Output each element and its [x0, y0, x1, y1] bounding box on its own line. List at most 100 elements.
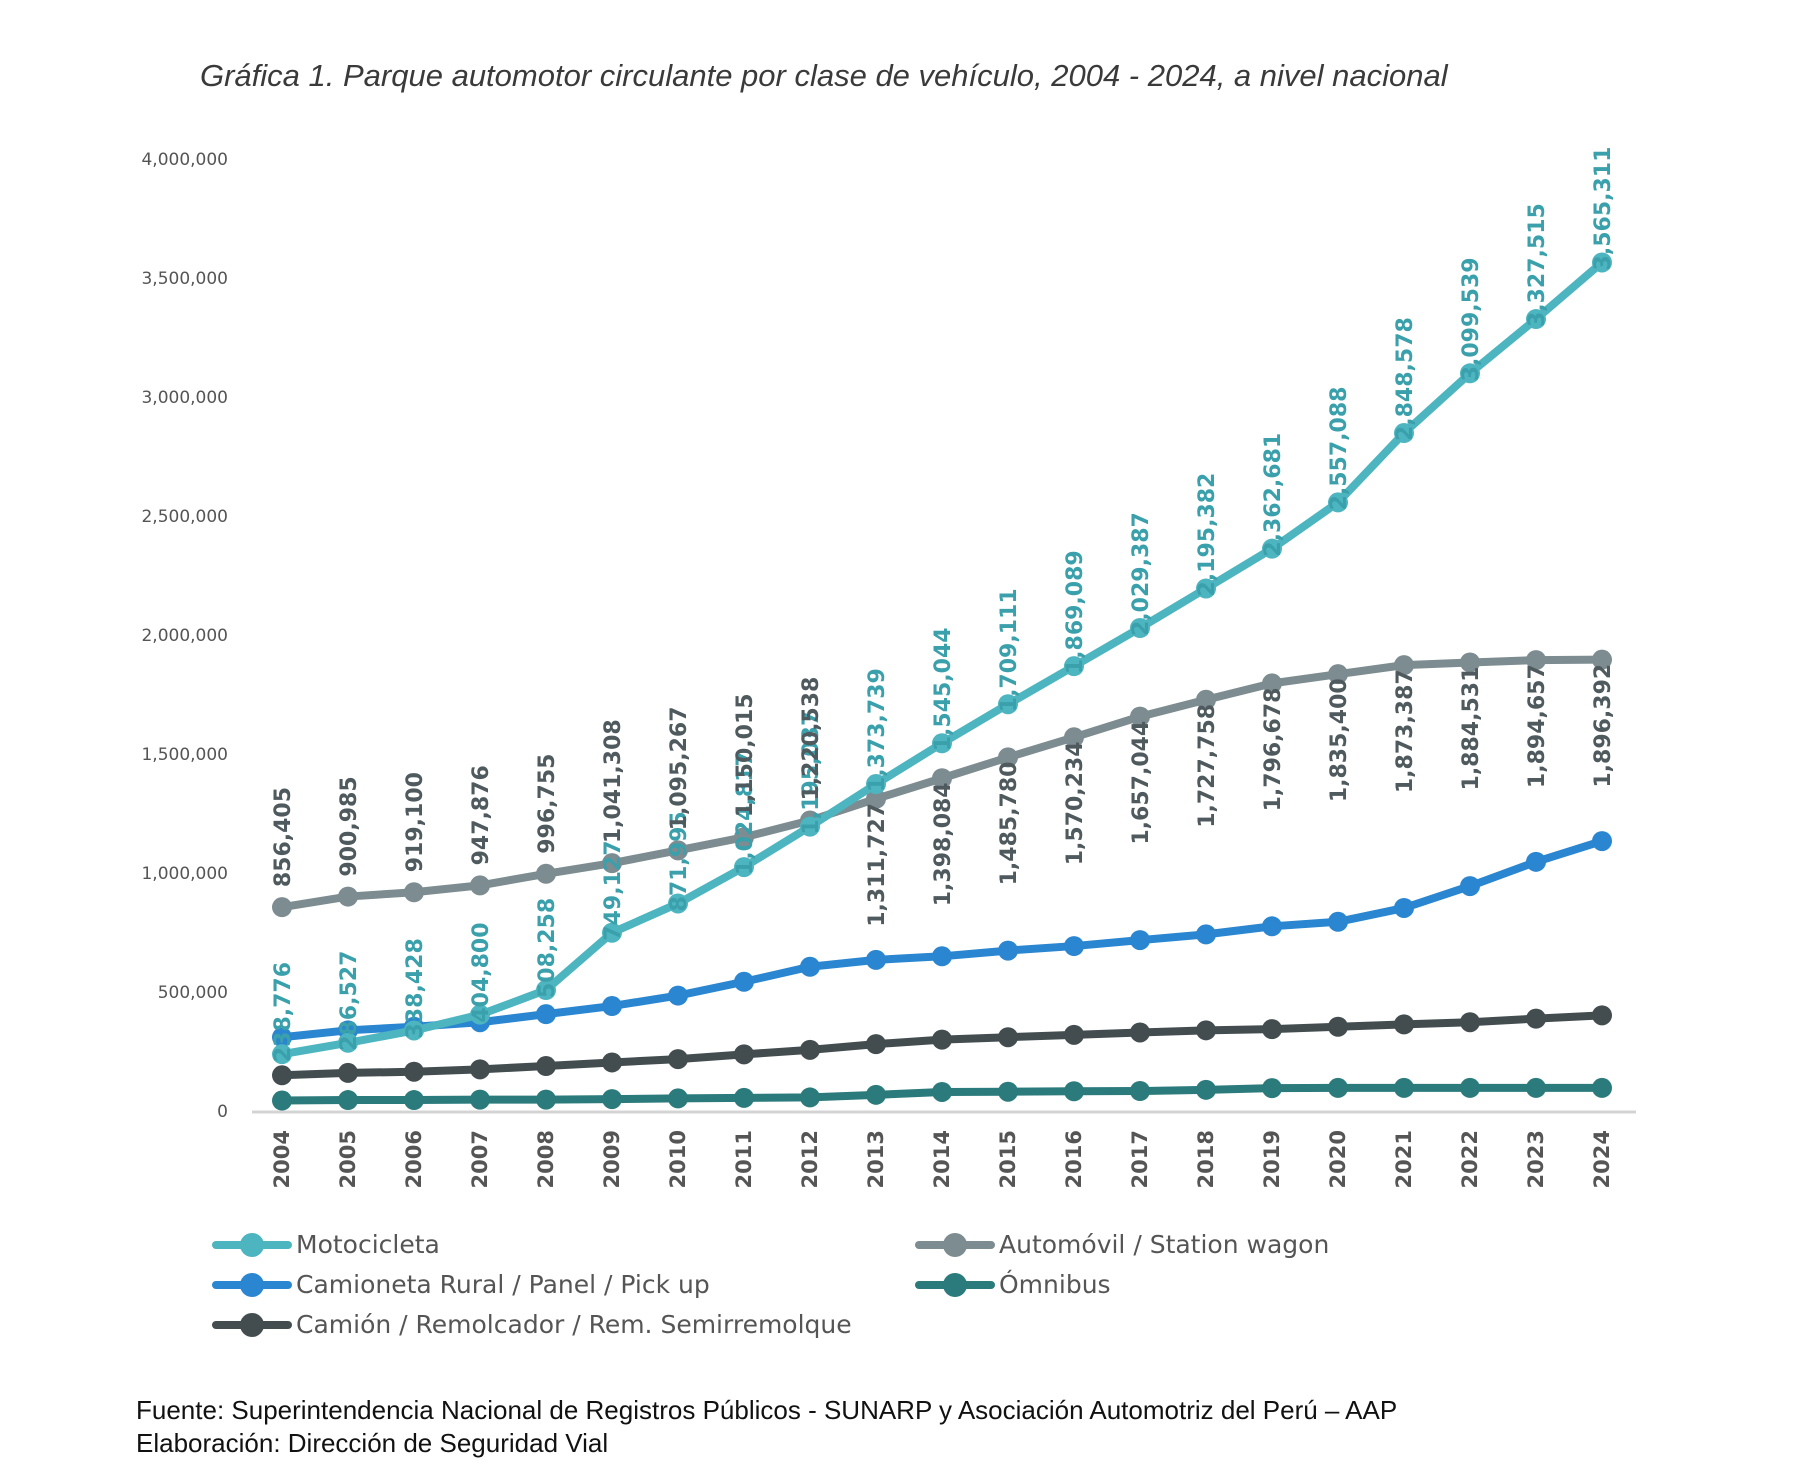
- data-point[interactable]: [866, 774, 886, 795]
- data-point[interactable]: [1394, 1077, 1414, 1098]
- data-point[interactable]: [932, 1029, 952, 1050]
- data-point[interactable]: [1526, 309, 1546, 330]
- data-point[interactable]: [1460, 363, 1480, 384]
- data-point[interactable]: [1460, 876, 1480, 897]
- data-point[interactable]: [1526, 1008, 1546, 1029]
- data-point[interactable]: [1526, 650, 1546, 671]
- data-point[interactable]: [470, 1089, 490, 1110]
- data-point[interactable]: [1196, 1079, 1216, 1100]
- data-point[interactable]: [602, 996, 622, 1017]
- data-point[interactable]: [602, 853, 622, 874]
- data-point[interactable]: [404, 1061, 424, 1082]
- data-point[interactable]: [1526, 1077, 1546, 1098]
- data-point[interactable]: [1592, 1005, 1612, 1026]
- data-point[interactable]: [668, 1088, 688, 1109]
- data-point[interactable]: [1262, 538, 1282, 559]
- data-point[interactable]: [272, 1090, 292, 1111]
- data-point[interactable]: [1196, 1020, 1216, 1041]
- data-point[interactable]: [404, 1090, 424, 1111]
- data-point[interactable]: [1460, 1077, 1480, 1098]
- data-point[interactable]: [998, 1081, 1018, 1102]
- data-point[interactable]: [1130, 930, 1150, 951]
- data-point[interactable]: [866, 949, 886, 970]
- data-point[interactable]: [1328, 1016, 1348, 1037]
- data-point[interactable]: [1592, 252, 1612, 273]
- data-point[interactable]: [1394, 897, 1414, 918]
- data-point[interactable]: [1460, 652, 1480, 673]
- data-point[interactable]: [1394, 1014, 1414, 1035]
- data-point[interactable]: [1460, 1012, 1480, 1033]
- data-point[interactable]: [338, 1090, 358, 1111]
- data-point[interactable]: [536, 1056, 556, 1077]
- data-point[interactable]: [338, 1062, 358, 1083]
- data-point[interactable]: [338, 1032, 358, 1053]
- data-point[interactable]: [1130, 706, 1150, 727]
- data-point[interactable]: [272, 1065, 292, 1086]
- data-point[interactable]: [470, 1059, 490, 1080]
- data-point[interactable]: [1394, 655, 1414, 676]
- data-point[interactable]: [1196, 689, 1216, 710]
- data-point[interactable]: [404, 882, 424, 903]
- data-point[interactable]: [1064, 1081, 1084, 1102]
- data-point[interactable]: [602, 1089, 622, 1110]
- data-point[interactable]: [932, 1081, 952, 1102]
- data-point[interactable]: [734, 1044, 754, 1065]
- data-point[interactable]: [1328, 911, 1348, 932]
- data-point[interactable]: [1130, 1081, 1150, 1102]
- data-point[interactable]: [800, 956, 820, 977]
- legend-item-camioneta[interactable]: Camioneta Rural / Panel / Pick up: [212, 1270, 710, 1299]
- data-point[interactable]: [998, 694, 1018, 715]
- data-point[interactable]: [536, 980, 556, 1001]
- data-point[interactable]: [932, 768, 952, 789]
- data-point[interactable]: [734, 857, 754, 878]
- data-point[interactable]: [1592, 649, 1612, 670]
- data-point[interactable]: [1328, 1077, 1348, 1098]
- data-point[interactable]: [998, 747, 1018, 768]
- data-point[interactable]: [338, 886, 358, 907]
- data-point[interactable]: [1394, 423, 1414, 444]
- data-point[interactable]: [1328, 664, 1348, 685]
- data-point[interactable]: [866, 788, 886, 809]
- data-point[interactable]: [1262, 673, 1282, 694]
- data-point[interactable]: [1262, 1019, 1282, 1040]
- data-point[interactable]: [734, 827, 754, 848]
- legend-item-omnibus[interactable]: Ómnibus: [915, 1270, 1111, 1299]
- data-point[interactable]: [1130, 1022, 1150, 1043]
- data-point[interactable]: [1262, 1078, 1282, 1099]
- data-point[interactable]: [404, 1020, 424, 1041]
- data-point[interactable]: [800, 1039, 820, 1060]
- legend-item-automovil[interactable]: Automóvil / Station wagon: [915, 1230, 1329, 1259]
- data-point[interactable]: [536, 1004, 556, 1025]
- data-point[interactable]: [1196, 924, 1216, 945]
- data-point[interactable]: [470, 875, 490, 896]
- data-point[interactable]: [932, 733, 952, 754]
- data-point[interactable]: [668, 893, 688, 914]
- legend-item-motocicleta[interactable]: Motocicleta: [212, 1230, 440, 1259]
- legend-item-camion[interactable]: Camión / Remolcador / Rem. Semirremolque: [212, 1310, 852, 1339]
- data-point[interactable]: [668, 840, 688, 861]
- data-point[interactable]: [1130, 618, 1150, 639]
- data-point[interactable]: [1592, 1077, 1612, 1098]
- data-point[interactable]: [536, 863, 556, 884]
- data-point[interactable]: [1526, 851, 1546, 872]
- data-point[interactable]: [1328, 492, 1348, 513]
- data-point[interactable]: [1064, 727, 1084, 748]
- data-point[interactable]: [932, 946, 952, 967]
- data-point[interactable]: [602, 1052, 622, 1073]
- data-point[interactable]: [1064, 1024, 1084, 1045]
- data-point[interactable]: [602, 922, 622, 943]
- data-point[interactable]: [1592, 831, 1612, 852]
- data-point[interactable]: [800, 1087, 820, 1108]
- data-point[interactable]: [866, 1084, 886, 1105]
- data-point[interactable]: [800, 816, 820, 837]
- data-point[interactable]: [1064, 936, 1084, 957]
- data-point[interactable]: [1064, 656, 1084, 677]
- data-point[interactable]: [470, 1004, 490, 1025]
- data-point[interactable]: [1262, 916, 1282, 937]
- data-point[interactable]: [272, 1027, 292, 1048]
- data-point[interactable]: [668, 1049, 688, 1070]
- data-point[interactable]: [734, 971, 754, 992]
- data-point[interactable]: [998, 1027, 1018, 1048]
- data-point[interactable]: [1196, 578, 1216, 599]
- data-point[interactable]: [866, 1034, 886, 1055]
